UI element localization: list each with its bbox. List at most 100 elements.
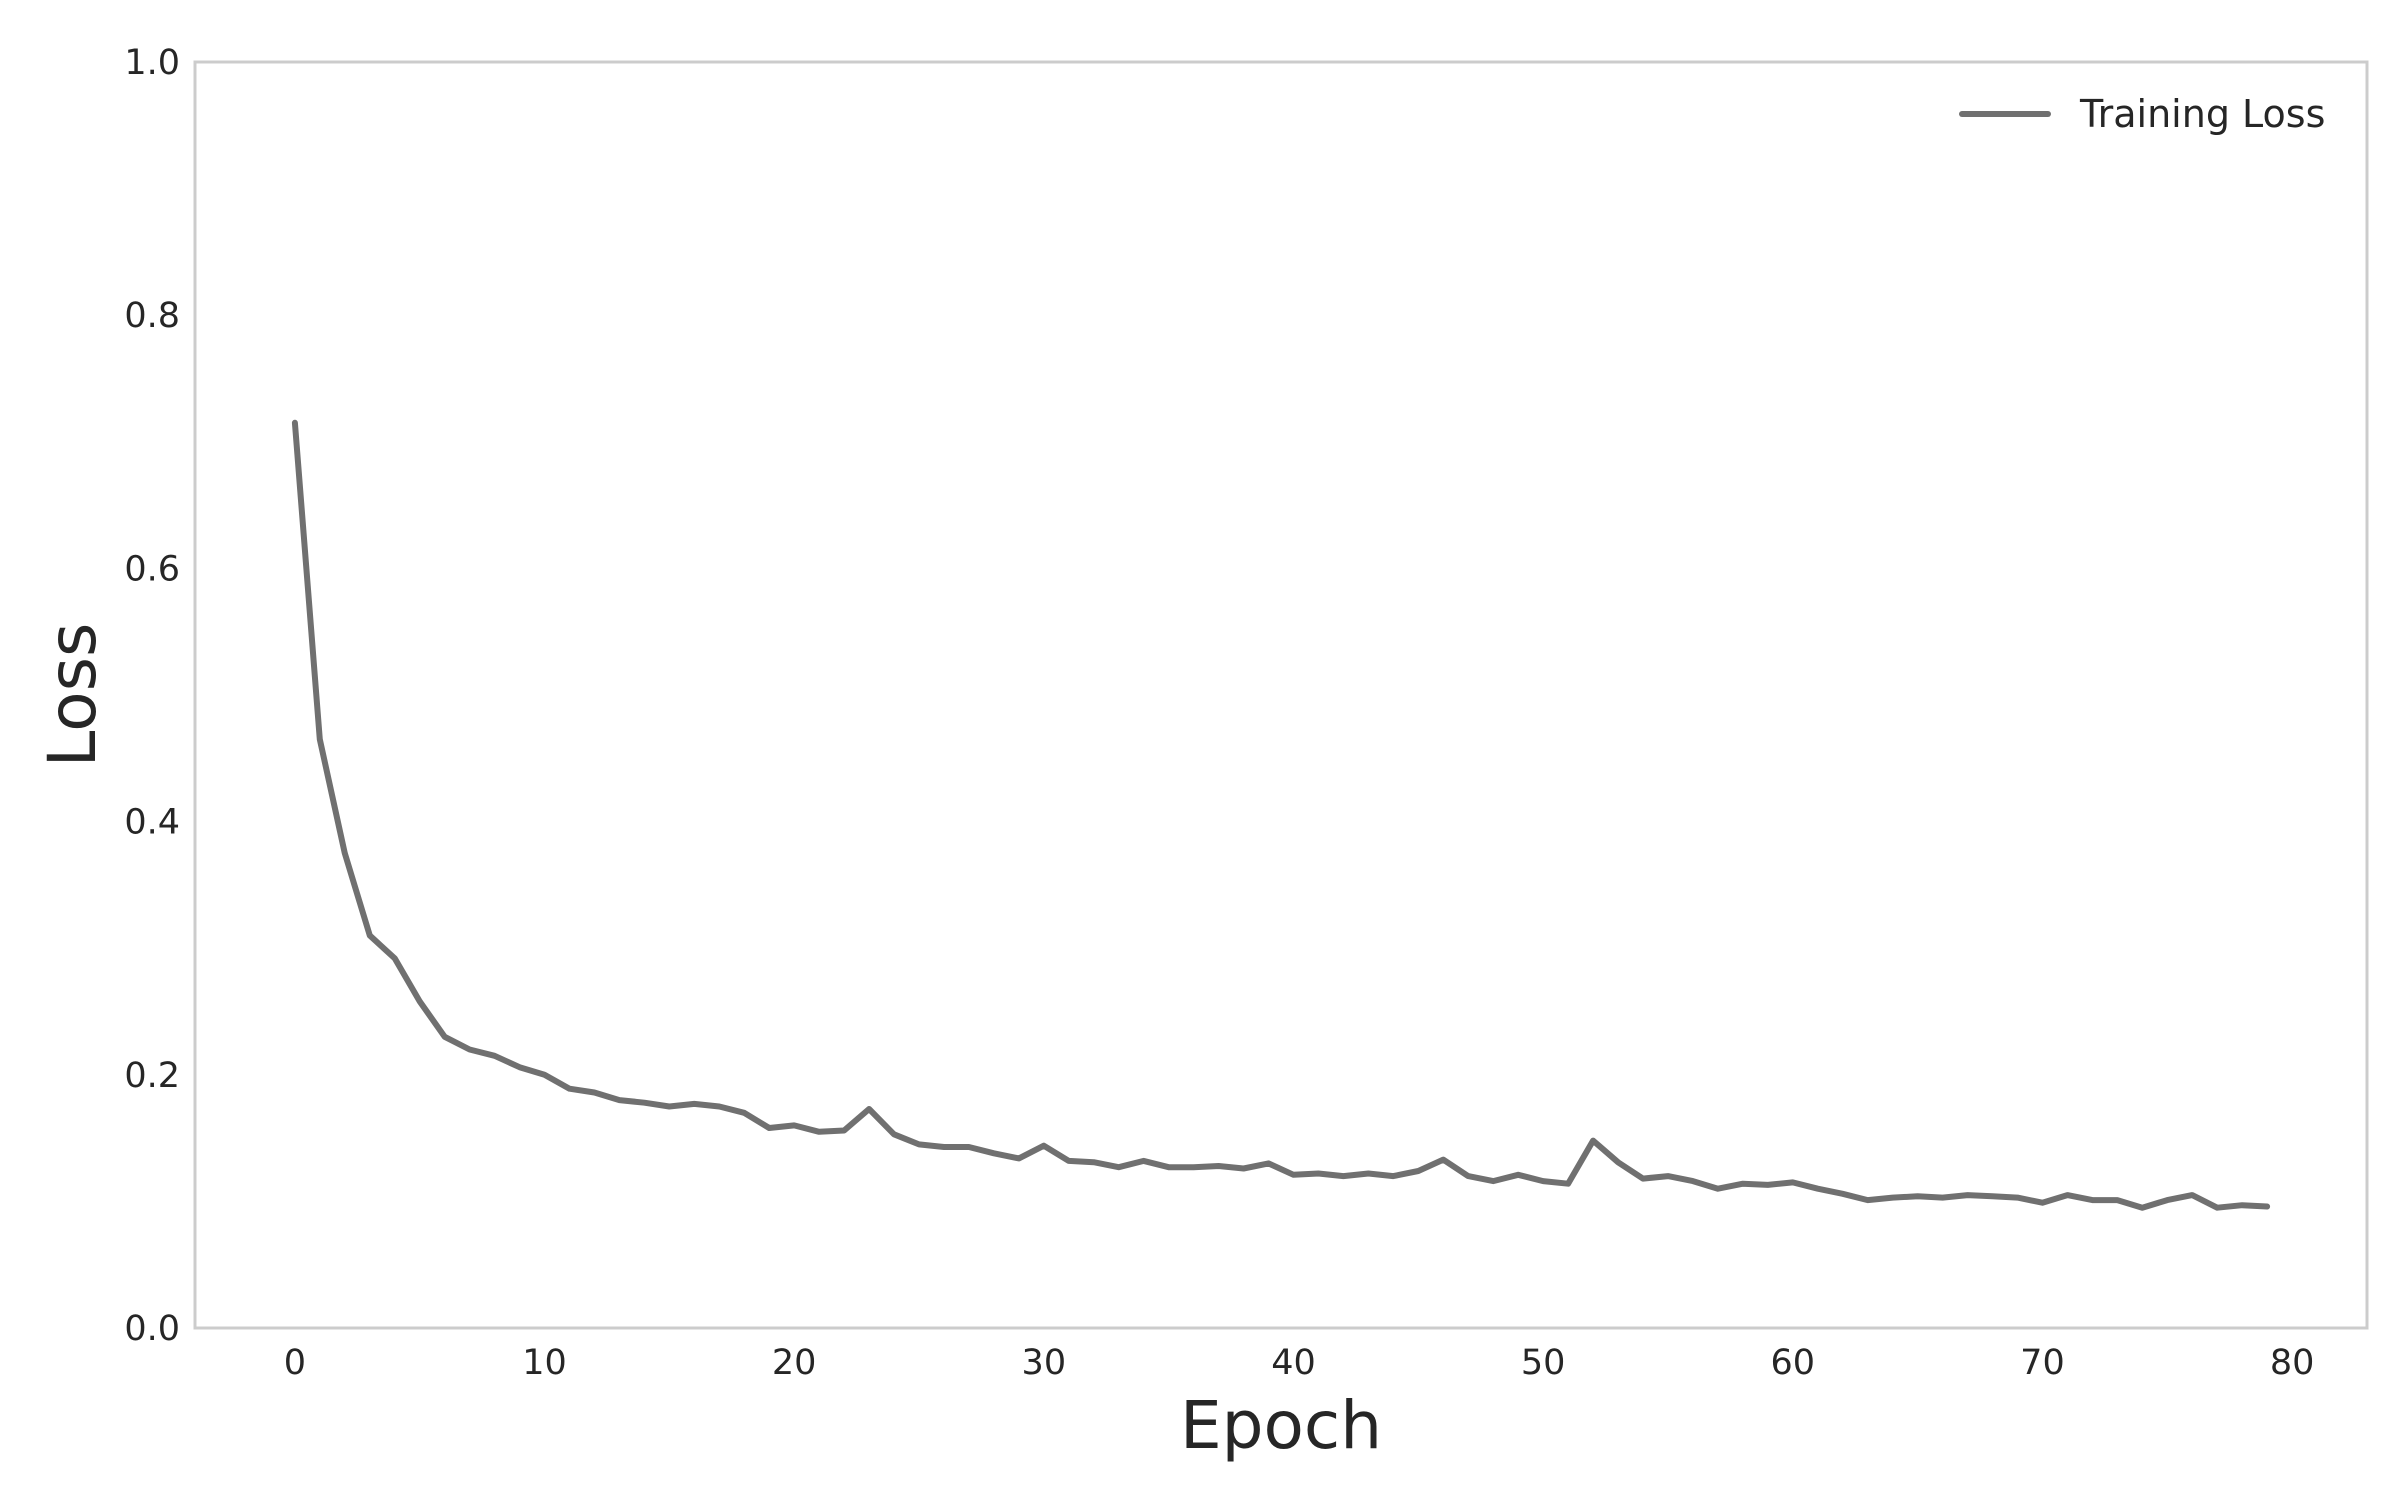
data-point	[1515, 1172, 1521, 1178]
data-point	[591, 1090, 597, 1096]
data-point	[991, 1150, 997, 1156]
data-point	[1790, 1179, 1796, 1185]
data-point	[1965, 1192, 1971, 1198]
data-point	[2015, 1195, 2021, 1201]
data-point	[1765, 1182, 1771, 1188]
y-axis-ticks: 0.0 0.2 0.4 0.6 0.8 1.0	[124, 43, 180, 1349]
data-point	[392, 955, 398, 961]
x-tick-label: 10	[522, 1343, 567, 1383]
data-point	[666, 1104, 672, 1110]
data-point	[1315, 1171, 1321, 1177]
data-point	[1440, 1157, 1446, 1163]
x-tick-label: 30	[1022, 1343, 1067, 1383]
legend: Training Loss	[1959, 92, 2325, 136]
data-point	[616, 1097, 622, 1103]
data-point	[1216, 1163, 1222, 1169]
x-tick-label: 70	[2020, 1343, 2065, 1383]
data-point	[716, 1104, 722, 1110]
y-axis-label: Loss	[34, 623, 111, 768]
y-tick-label: 0.4	[124, 803, 180, 843]
data-point	[342, 850, 348, 856]
data-point	[2139, 1205, 2145, 1211]
data-point	[1166, 1164, 1172, 1170]
data-point	[542, 1072, 548, 1078]
data-point	[1590, 1138, 1596, 1144]
data-point	[816, 1129, 822, 1135]
data-point	[1116, 1164, 1122, 1170]
data-point	[1465, 1173, 1471, 1179]
data-point	[741, 1110, 747, 1116]
data-point	[2264, 1204, 2270, 1210]
x-tick-label: 50	[1521, 1343, 1566, 1383]
data-point	[567, 1086, 573, 1092]
plot-frame	[193, 60, 2369, 1330]
y-tick-label: 0.8	[124, 296, 180, 336]
data-point	[1715, 1186, 1721, 1192]
data-point	[766, 1125, 772, 1131]
data-point	[1191, 1164, 1197, 1170]
data-point	[1640, 1176, 1646, 1182]
data-point	[492, 1053, 498, 1059]
data-point	[1066, 1158, 1072, 1164]
y-tick-label: 0.0	[124, 1309, 180, 1349]
data-point	[1690, 1178, 1696, 1184]
data-point	[1365, 1171, 1371, 1177]
y-tick-label: 0.6	[124, 549, 180, 589]
data-point	[1540, 1178, 1546, 1184]
data-point	[1041, 1143, 1047, 1149]
x-tick-label: 80	[2270, 1343, 2315, 1383]
data-point	[467, 1047, 473, 1053]
data-point	[966, 1144, 972, 1150]
data-point	[691, 1101, 697, 1107]
data-point	[1990, 1193, 1996, 1199]
data-point	[1091, 1159, 1097, 1165]
data-point	[1815, 1186, 1821, 1192]
series-line-training-loss	[291, 419, 2271, 1211]
data-point	[2239, 1202, 2245, 1208]
data-point	[1890, 1195, 1896, 1201]
data-point	[1016, 1155, 1022, 1161]
y-tick-label: 1.0	[124, 43, 180, 83]
data-point	[1415, 1168, 1421, 1174]
data-point	[517, 1064, 523, 1070]
data-point	[1665, 1173, 1671, 1179]
legend-label-training-loss: Training Loss	[2079, 92, 2325, 136]
data-point	[442, 1034, 448, 1040]
data-point	[1241, 1166, 1247, 1172]
data-point	[1266, 1160, 1272, 1166]
data-point	[367, 933, 373, 939]
data-point	[1340, 1173, 1346, 1179]
series-layer	[291, 419, 2271, 1211]
data-point	[2089, 1197, 2095, 1203]
x-tick-label: 0	[284, 1343, 306, 1383]
data-point	[292, 420, 298, 426]
data-point	[2189, 1192, 2195, 1198]
data-point	[2039, 1200, 2045, 1206]
data-point	[1840, 1191, 1846, 1197]
data-point	[2214, 1205, 2220, 1211]
y-tick-label: 0.2	[124, 1056, 180, 1096]
data-point	[2164, 1197, 2170, 1203]
data-point	[641, 1100, 647, 1106]
data-point	[1390, 1173, 1396, 1179]
data-point	[417, 998, 423, 1004]
x-tick-label: 60	[1771, 1343, 1816, 1383]
data-point	[1940, 1195, 1946, 1201]
x-axis-ticks: 0 10 20 30 40 50 60 70 80	[284, 1343, 2315, 1383]
data-point	[1865, 1197, 1871, 1203]
data-point	[891, 1131, 897, 1137]
x-axis-label: Epoch	[1180, 1387, 1382, 1464]
data-point	[941, 1144, 947, 1150]
data-point	[2114, 1197, 2120, 1203]
data-point	[1291, 1172, 1297, 1178]
data-point	[317, 736, 323, 742]
x-tick-label: 40	[1271, 1343, 1316, 1383]
data-point	[1141, 1158, 1147, 1164]
data-point	[916, 1141, 922, 1147]
data-point	[1915, 1193, 1921, 1199]
data-point	[1565, 1181, 1571, 1187]
data-point	[841, 1128, 847, 1134]
data-point	[1615, 1159, 1621, 1165]
